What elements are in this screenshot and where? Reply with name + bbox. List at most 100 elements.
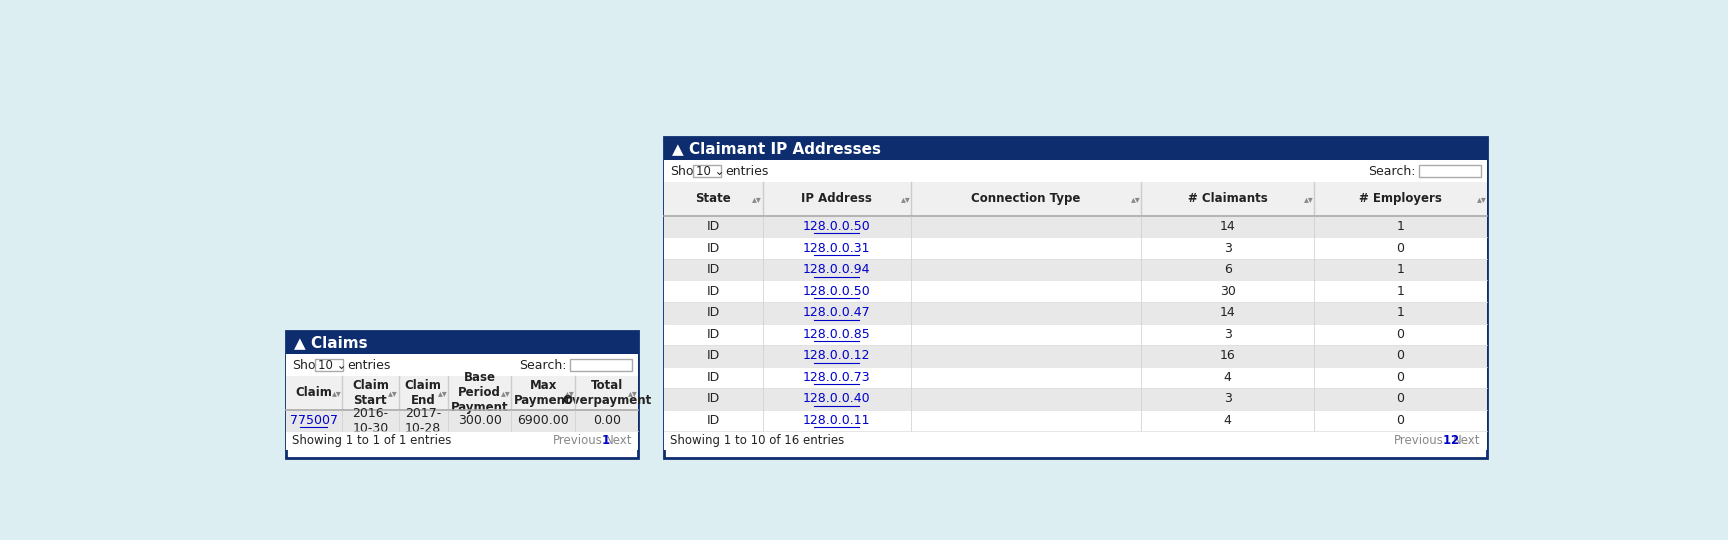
Text: 128.0.0.85: 128.0.0.85 bbox=[804, 328, 871, 341]
Text: Claim
End: Claim End bbox=[404, 379, 442, 407]
Text: 128.0.0.11: 128.0.0.11 bbox=[804, 414, 871, 427]
Text: 4: 4 bbox=[1223, 371, 1232, 384]
Text: ID: ID bbox=[707, 285, 721, 298]
Text: Base
Period
Payment: Base Period Payment bbox=[451, 372, 508, 414]
Text: Claim
Start: Claim Start bbox=[353, 379, 389, 407]
Text: ▴▾: ▴▾ bbox=[900, 194, 911, 204]
Text: 128.0.0.31: 128.0.0.31 bbox=[804, 241, 871, 254]
Text: 128.0.0.47: 128.0.0.47 bbox=[804, 306, 871, 319]
Text: 2017-
10-28: 2017- 10-28 bbox=[404, 407, 441, 435]
Text: # Claimants: # Claimants bbox=[1187, 192, 1268, 205]
Text: 128.0.0.40: 128.0.0.40 bbox=[804, 393, 871, 406]
Text: Claim: Claim bbox=[295, 386, 332, 399]
Text: ▴▾: ▴▾ bbox=[437, 388, 448, 398]
Text: 1: 1 bbox=[1396, 263, 1405, 276]
Bar bbox=[664, 323, 1488, 345]
Text: 14: 14 bbox=[1220, 220, 1236, 233]
Bar bbox=[664, 137, 1488, 160]
Text: Search:: Search: bbox=[520, 359, 567, 372]
Text: 6: 6 bbox=[1223, 263, 1232, 276]
Text: ID: ID bbox=[707, 220, 721, 233]
Text: 0: 0 bbox=[1396, 349, 1405, 362]
Text: ID: ID bbox=[707, 349, 721, 362]
Bar bbox=[664, 259, 1488, 280]
Text: ID: ID bbox=[707, 371, 721, 384]
Bar bbox=[664, 182, 1488, 215]
Text: Next: Next bbox=[1453, 434, 1481, 447]
Bar bbox=[1419, 165, 1481, 177]
Text: 128.0.0.12: 128.0.0.12 bbox=[804, 349, 871, 362]
Bar bbox=[285, 354, 638, 376]
Text: ID: ID bbox=[707, 241, 721, 254]
Text: 3: 3 bbox=[1223, 328, 1232, 341]
Text: 30: 30 bbox=[1220, 285, 1236, 298]
Text: 0: 0 bbox=[1396, 371, 1405, 384]
Bar bbox=[285, 331, 638, 354]
Text: ▴▾: ▴▾ bbox=[501, 388, 511, 398]
Text: ID: ID bbox=[707, 263, 721, 276]
Text: 3: 3 bbox=[1223, 393, 1232, 406]
Text: 10 ⌄: 10 ⌄ bbox=[318, 359, 347, 372]
Text: Total
Overpayment: Total Overpayment bbox=[562, 379, 651, 407]
Text: ID: ID bbox=[707, 414, 721, 427]
Text: 0: 0 bbox=[1396, 393, 1405, 406]
Text: 1: 1 bbox=[601, 434, 610, 447]
Text: 128.0.0.94: 128.0.0.94 bbox=[804, 263, 871, 276]
Text: Previous: Previous bbox=[1394, 434, 1443, 447]
Bar bbox=[693, 165, 721, 177]
Text: Showing 1 to 10 of 16 entries: Showing 1 to 10 of 16 entries bbox=[670, 434, 845, 447]
Text: Search:: Search: bbox=[1369, 165, 1415, 178]
Bar bbox=[664, 367, 1488, 388]
Text: Show: Show bbox=[670, 165, 703, 178]
Bar bbox=[664, 388, 1488, 410]
Text: State: State bbox=[695, 192, 731, 205]
Text: ▴▾: ▴▾ bbox=[332, 388, 342, 398]
Text: ▲ Claims: ▲ Claims bbox=[294, 335, 366, 350]
Text: entries: entries bbox=[726, 165, 769, 178]
Text: ▴▾: ▴▾ bbox=[1477, 194, 1486, 204]
Bar bbox=[664, 302, 1488, 323]
Text: ▴▾: ▴▾ bbox=[389, 388, 397, 398]
Text: ▴▾: ▴▾ bbox=[752, 194, 762, 204]
Bar bbox=[664, 280, 1488, 302]
Text: 14: 14 bbox=[1220, 306, 1236, 319]
Bar bbox=[664, 215, 1488, 237]
Bar bbox=[285, 331, 638, 457]
Text: entries: entries bbox=[347, 359, 391, 372]
Text: ▴▾: ▴▾ bbox=[627, 388, 638, 398]
Text: 16: 16 bbox=[1220, 349, 1236, 362]
Text: 0: 0 bbox=[1396, 414, 1405, 427]
Text: 0: 0 bbox=[1396, 241, 1405, 254]
Text: 128.0.0.50: 128.0.0.50 bbox=[804, 285, 871, 298]
Text: 6900.00: 6900.00 bbox=[517, 414, 569, 427]
Text: Max
Payment: Max Payment bbox=[515, 379, 572, 407]
Text: 10 ⌄: 10 ⌄ bbox=[696, 165, 726, 178]
Text: Showing 1 to 1 of 1 entries: Showing 1 to 1 of 1 entries bbox=[292, 434, 451, 447]
Bar bbox=[664, 431, 1488, 450]
Text: 2016-
10-30: 2016- 10-30 bbox=[353, 407, 389, 435]
Bar bbox=[285, 376, 638, 410]
Text: 0: 0 bbox=[1396, 328, 1405, 341]
Text: ▲ Claimant IP Addresses: ▲ Claimant IP Addresses bbox=[672, 141, 881, 156]
Text: 1: 1 bbox=[1396, 306, 1405, 319]
Bar bbox=[664, 237, 1488, 259]
Text: ID: ID bbox=[707, 328, 721, 341]
Bar bbox=[664, 410, 1488, 431]
Text: 1: 1 bbox=[1443, 434, 1452, 447]
Text: 0.00: 0.00 bbox=[593, 414, 620, 427]
Bar bbox=[314, 359, 344, 372]
Text: 300.00: 300.00 bbox=[458, 414, 501, 427]
Text: ID: ID bbox=[707, 306, 721, 319]
Bar bbox=[664, 137, 1488, 457]
Text: 1: 1 bbox=[1396, 285, 1405, 298]
Text: ▴▾: ▴▾ bbox=[1305, 194, 1313, 204]
Text: IP Address: IP Address bbox=[802, 192, 873, 205]
Text: 3: 3 bbox=[1223, 241, 1232, 254]
Text: 775007: 775007 bbox=[290, 414, 339, 427]
Text: ▴▾: ▴▾ bbox=[565, 388, 574, 398]
Text: Next: Next bbox=[605, 434, 632, 447]
Text: Connection Type: Connection Type bbox=[971, 192, 1080, 205]
Bar bbox=[664, 345, 1488, 367]
Bar bbox=[570, 359, 632, 372]
Text: # Employers: # Employers bbox=[1360, 192, 1443, 205]
